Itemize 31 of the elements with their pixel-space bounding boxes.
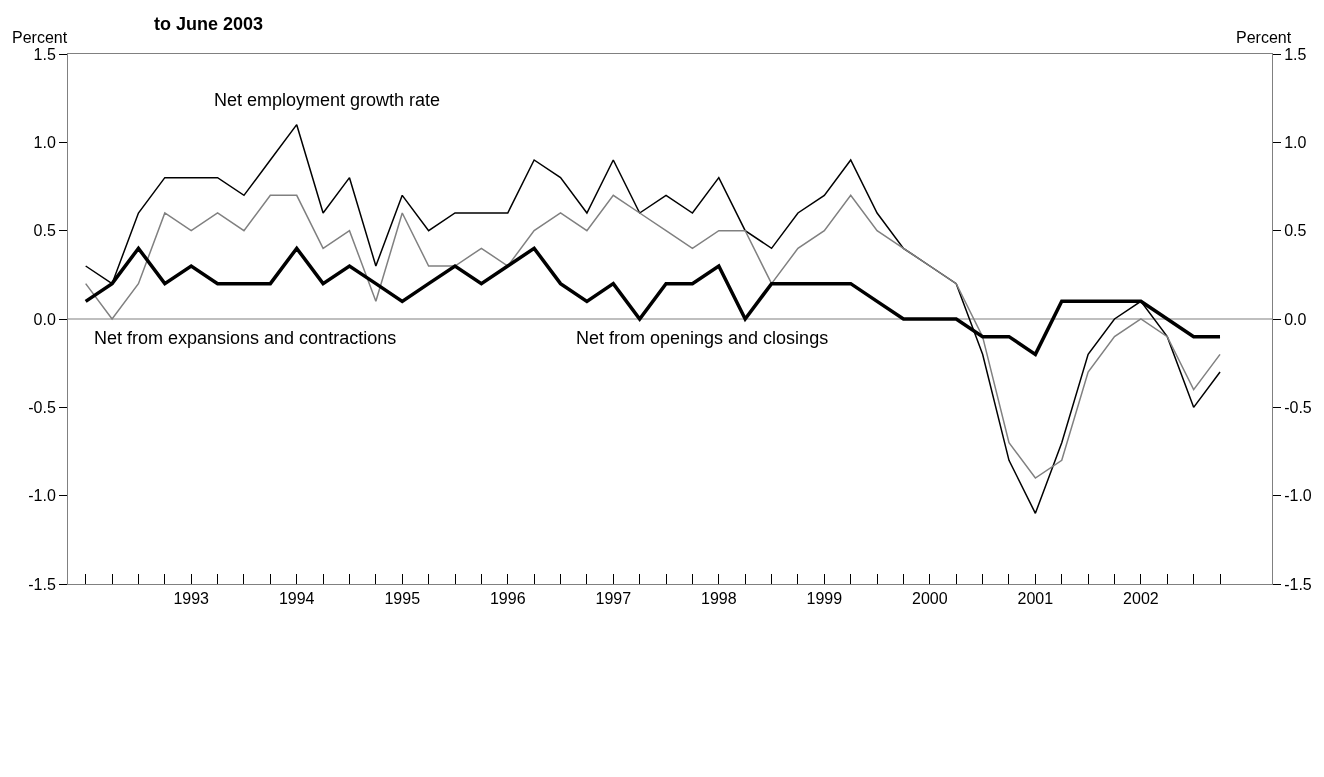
y2-tick-label: -1.5 xyxy=(1284,575,1312,593)
x-tick-label: 1994 xyxy=(278,590,315,608)
y-tick-label: -1.5 xyxy=(28,575,56,593)
y-tick-label: -1.0 xyxy=(28,487,56,505)
x-tick-label: 2000 xyxy=(912,590,948,608)
y2-tick-label: 0.5 xyxy=(1284,222,1307,240)
y2-axis-title: Percent xyxy=(1236,29,1292,46)
y2-tick-label: 0.0 xyxy=(1284,310,1307,328)
y-tick-label: 0.0 xyxy=(33,310,56,328)
y2-tick-label: 1.0 xyxy=(1284,133,1307,151)
y2-tick-label: -0.5 xyxy=(1284,398,1312,416)
y2-tick-label: 1.5 xyxy=(1284,45,1307,63)
text: Net employment growth rate xyxy=(214,90,441,110)
x-tick-label: 2002 xyxy=(1123,590,1159,608)
x-tick-label: 1997 xyxy=(595,590,632,608)
x-tick-label: 1996 xyxy=(489,590,526,608)
y-tick-label: 1.0 xyxy=(33,133,56,151)
y2-tick-label: -1.0 xyxy=(1284,487,1312,505)
line-series xyxy=(84,123,1221,515)
chart-title: to June 2003 xyxy=(154,14,264,34)
y-tick-label: -0.5 xyxy=(28,398,56,416)
series-label: Net from openings and closings xyxy=(576,328,829,348)
x-tick-label: 2001 xyxy=(1017,590,1054,608)
x-tick-label: 1999 xyxy=(806,590,843,608)
y-axis-title: Percent xyxy=(12,29,68,46)
y-tick-label: 1.5 xyxy=(33,45,56,63)
x-tick-label: 1995 xyxy=(384,590,421,608)
y-tick-label: 0.5 xyxy=(33,222,56,240)
x-tick-label: 1993 xyxy=(173,590,210,608)
series-label: Net from expansions and contractions xyxy=(94,328,397,348)
x-tick-label: 1998 xyxy=(701,590,737,608)
